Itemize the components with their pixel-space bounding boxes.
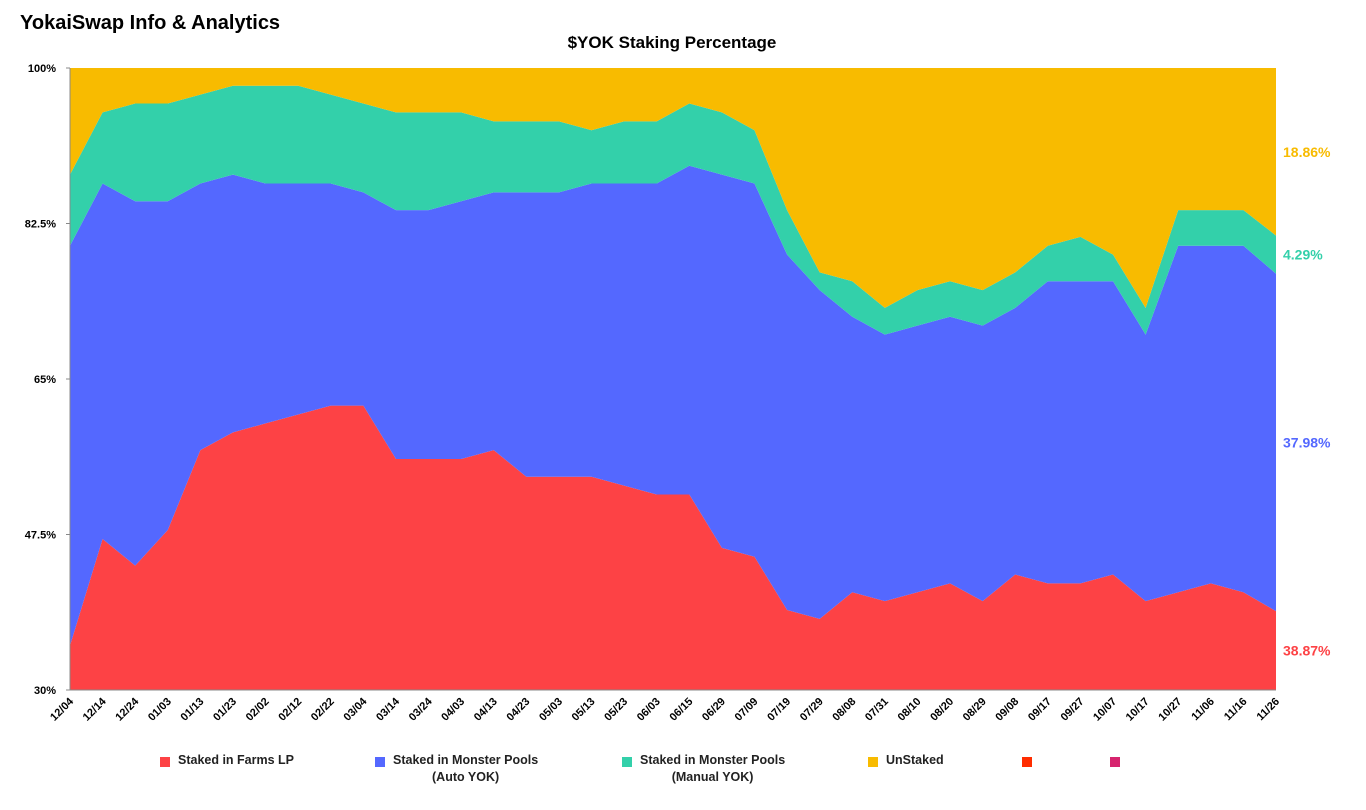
x-tick-label: 04/13: [472, 696, 500, 724]
x-tick-label: 05/13: [570, 696, 598, 724]
page-title: YokaiSwap Info & Analytics: [20, 12, 280, 34]
x-tick-label: 02/12: [276, 696, 304, 724]
x-tick-label: 10/27: [1156, 696, 1184, 724]
x-tick-label: 04/03: [439, 696, 467, 724]
x-tick-label: 08/10: [896, 696, 924, 724]
chart-title: $YOK Staking Percentage: [568, 33, 777, 52]
x-tick-label: 02/02: [244, 696, 272, 724]
x-tick-label: 01/03: [146, 696, 174, 724]
x-tick-label: 06/03: [635, 696, 663, 724]
x-tick-label: 07/09: [733, 696, 761, 724]
x-tick-label: 11/06: [1189, 696, 1217, 724]
end-label: 38.87%: [1283, 643, 1331, 659]
x-tick-label: 05/23: [602, 696, 630, 724]
x-tick-label: 12/04: [48, 695, 77, 724]
area: [70, 85, 1276, 335]
x-tick-label: 11/26: [1255, 696, 1283, 724]
x-tick-label: 03/14: [374, 695, 403, 724]
legend-swatch: [375, 757, 385, 767]
legend-label: Staked in Monster Pools (Auto YOK): [393, 753, 539, 784]
x-tick-label: 01/23: [211, 696, 239, 724]
y-tick-label: 30%: [34, 685, 56, 697]
x-tick-label: 03/24: [407, 695, 436, 724]
legend-label: Staked in Farms LP: [178, 753, 295, 767]
x-tick-label: 10/17: [1124, 696, 1152, 724]
x-tick-label: 11/16: [1222, 696, 1250, 724]
legend-swatch: [1110, 757, 1120, 767]
x-tick-label: 10/07: [1091, 696, 1119, 724]
y-tick-label: 65%: [34, 374, 56, 386]
x-tick-label: 08/08: [830, 696, 858, 724]
area: [70, 68, 1276, 308]
x-tick-label: 06/15: [667, 696, 695, 724]
x-tick-label: 07/31: [863, 696, 891, 724]
x-tick-label: 12/14: [81, 695, 110, 724]
area: [70, 405, 1276, 690]
area: [70, 165, 1276, 646]
y-tick-label: 47.5%: [25, 530, 56, 542]
y-tick-label: 82.5%: [25, 219, 56, 231]
x-tick-label: 08/20: [928, 696, 956, 724]
x-tick-label: 03/04: [342, 695, 371, 724]
y-tick-label: 100%: [28, 63, 56, 75]
end-label: 4.29%: [1283, 247, 1323, 263]
x-tick-label: 06/29: [700, 696, 728, 724]
x-tick-label: 02/22: [309, 696, 337, 724]
x-tick-label: 07/29: [798, 696, 826, 724]
x-tick-label: 09/27: [1059, 696, 1087, 724]
legend-swatch: [160, 757, 170, 767]
legend-swatch: [868, 757, 878, 767]
chart: YokaiSwap Info & Analytics $YOK Staking …: [20, 12, 1331, 724]
legend-swatch: [622, 757, 632, 767]
end-label: 37.98%: [1283, 434, 1331, 450]
x-tick-label: 08/29: [961, 696, 989, 724]
legend-swatch: [1022, 757, 1032, 767]
x-tick-label: 05/03: [537, 696, 565, 724]
legend-label: Staked in Monster Pools (Manual YOK): [640, 753, 786, 784]
x-tick-label: 12/24: [113, 695, 142, 724]
x-tick-label: 04/23: [504, 696, 532, 724]
x-tick-label: 09/17: [1026, 696, 1054, 724]
end-label: 18.86%: [1283, 144, 1331, 160]
x-tick-label: 09/08: [993, 696, 1021, 724]
legend-label: UnStaked: [886, 753, 944, 767]
x-tick-label: 01/13: [179, 696, 207, 724]
x-tick-label: 07/19: [765, 696, 793, 724]
